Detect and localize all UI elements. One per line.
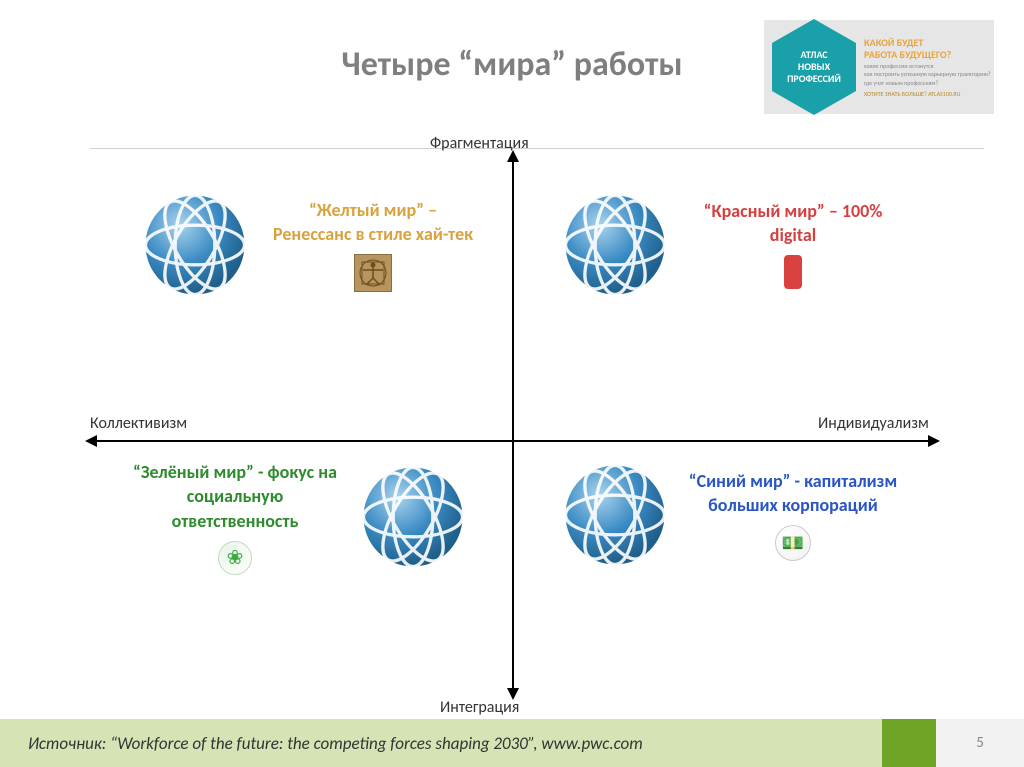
axis-label-right: Индивидуализм bbox=[818, 414, 929, 433]
quadrant-red-label: “Красный мир” – 100% digital bbox=[688, 199, 898, 248]
quadrant-blue: “Синий мир” - капитализм больших корпора… bbox=[560, 460, 898, 570]
logo-question-1: КАКОЙ БУДЕТ bbox=[864, 37, 991, 49]
atlas-logo-box: АТЛАС НОВЫХ ПРОФЕССИЙ КАКОЙ БУДЕТ РАБОТА… bbox=[764, 20, 994, 114]
quadrant-yellow: “Желтый мир” – Ренессанс в стиле хай-тек bbox=[140, 190, 478, 300]
quadrant-red: “Красный мир” – 100% digital bbox=[560, 190, 898, 300]
globe-icon bbox=[560, 190, 670, 300]
footer: Источник: “Workforce of the future: the … bbox=[0, 719, 1024, 767]
globe-icon bbox=[140, 190, 250, 300]
logo-question-2: РАБОТА БУДУЩЕГО? bbox=[864, 49, 991, 61]
hex-line-3: ПРОФЕССИЙ bbox=[787, 73, 841, 85]
money-icon: 💵 bbox=[775, 525, 811, 561]
y-axis bbox=[512, 160, 514, 690]
logo-sub-2: как построить успешную карьерную траекто… bbox=[864, 71, 991, 78]
axis-label-left: Коллективизм bbox=[90, 414, 187, 433]
globe-icon bbox=[560, 460, 670, 570]
logo-sub-3: где учат новым профессиям? bbox=[864, 80, 991, 87]
logo-cta: ХОТИТЕ ЗНАТЬ БОЛЬШЕ? ATLAS100.RU bbox=[864, 91, 991, 98]
quadrant-green: “Зелёный мир” - фокус на социальную отве… bbox=[130, 460, 468, 575]
logo-text-block: КАКОЙ БУДЕТ РАБОТА БУДУЩЕГО? какие профе… bbox=[864, 37, 991, 97]
page-number: 5 bbox=[936, 719, 1024, 767]
phone-icon bbox=[775, 255, 811, 291]
axis-label-top: Фрагментация bbox=[430, 134, 529, 153]
quadrant-chart: Фрагментация Интеграция Коллективизм Инд… bbox=[0, 130, 1024, 690]
hexagon-badge: АТЛАС НОВЫХ ПРОФЕССИЙ bbox=[772, 19, 856, 115]
logo-sub-1: какие профессии останутся bbox=[864, 63, 991, 70]
footer-source: Источник: “Workforce of the future: the … bbox=[0, 719, 882, 767]
quadrant-yellow-label: “Желтый мир” – Ренессанс в стиле хай-тек bbox=[268, 198, 478, 247]
leaf-icon: ❀ bbox=[218, 541, 252, 575]
globe-icon bbox=[358, 462, 468, 572]
footer-accent bbox=[882, 719, 936, 767]
vitruvian-icon bbox=[354, 254, 392, 292]
quadrant-blue-label: “Синий мир” - капитализм больших корпора… bbox=[688, 469, 898, 518]
axis-label-bottom: Интеграция bbox=[440, 698, 519, 717]
quadrant-green-label: “Зелёный мир” - фокус на социальную отве… bbox=[130, 460, 340, 533]
